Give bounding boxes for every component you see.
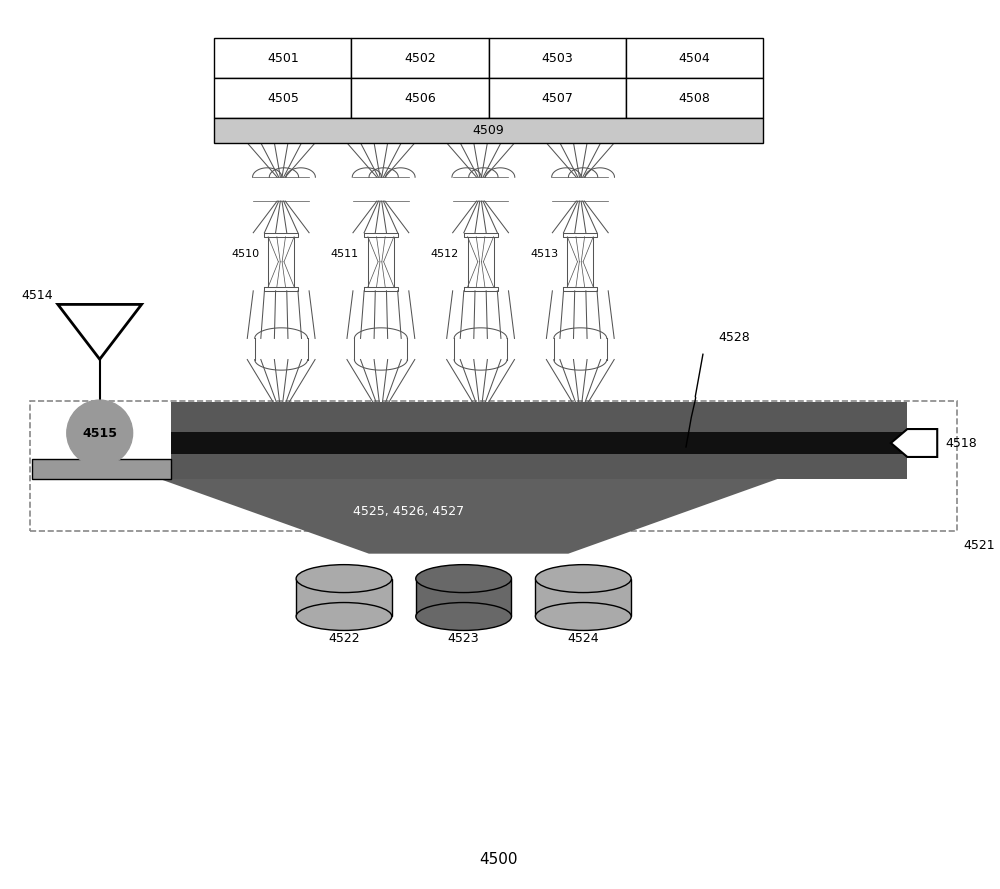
Ellipse shape [535,603,631,630]
Bar [416,579,511,616]
Text: 4511: 4511 [331,249,359,259]
Bar [626,38,763,78]
Ellipse shape [416,603,511,630]
Bar [171,402,907,432]
Bar [351,78,489,118]
Bar [171,432,907,454]
Text: 4508: 4508 [678,92,710,105]
Text: 4520: 4520 [866,411,897,423]
Polygon shape [58,304,142,359]
Ellipse shape [296,565,392,593]
Bar [535,579,631,616]
Text: 4529: 4529 [696,459,728,472]
Text: 4504: 4504 [678,52,710,65]
Text: 4522: 4522 [328,632,360,645]
Bar [626,78,763,118]
Ellipse shape [296,603,392,630]
Text: 4524: 4524 [567,632,599,645]
Polygon shape [160,479,778,554]
Bar [489,38,626,78]
Bar [351,38,489,78]
Bar [214,38,351,78]
Text: 4507: 4507 [541,92,573,105]
Text: 4523: 4523 [448,632,479,645]
Bar [214,78,351,118]
Bar [214,118,763,143]
Circle shape [67,400,133,466]
Text: 4501: 4501 [267,52,299,65]
Ellipse shape [535,565,631,593]
Text: 4510: 4510 [231,249,259,259]
Text: 4515: 4515 [82,427,117,439]
Ellipse shape [416,565,511,593]
Text: 4502: 4502 [404,52,436,65]
Text: 4516: 4516 [47,462,78,476]
Bar [32,459,171,479]
Text: 4505: 4505 [267,92,299,105]
Text: 4500: 4500 [479,853,518,868]
Bar [296,579,392,616]
Text: 4514: 4514 [21,290,53,302]
Text: 4525, 4526, 4527: 4525, 4526, 4527 [353,505,464,517]
Text: 4528: 4528 [718,332,750,344]
Text: 4509: 4509 [473,124,504,137]
Bar [489,78,626,118]
Bar [30,401,957,531]
Text: 4519: 4519 [866,460,897,473]
Text: 4518: 4518 [945,436,977,450]
Text: 4506: 4506 [404,92,436,105]
Bar [171,454,907,479]
Text: 4521: 4521 [963,539,995,552]
Polygon shape [891,429,937,457]
Text: 4512: 4512 [430,249,459,259]
Text: 4517: 4517 [866,436,897,450]
Text: 4503: 4503 [541,52,573,65]
Text: 4513: 4513 [530,249,558,259]
